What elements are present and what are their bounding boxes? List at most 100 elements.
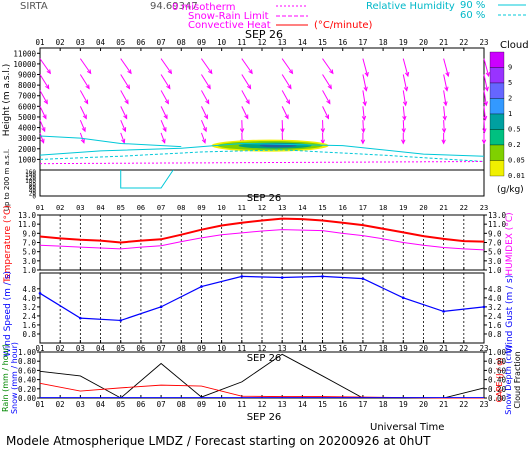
wind-arrow-head [404,71,410,78]
rain-ytick-label-right: 0.80 [488,357,507,366]
hour-label-top: 10 [217,38,227,47]
colorbar-title: Clouds [500,40,528,51]
wind-arrow [483,74,488,91]
date-label-temp: SEP 26 [247,193,282,204]
legend-rh: Relative Humidity [366,1,455,12]
wind-arrow-head [483,101,488,107]
rain-ytick-label-right: 0.20 [488,385,507,394]
hour-label-top: 01 [35,38,44,47]
rain-ytick-label-right: 0.40 [488,376,507,385]
rain-ytick-label: 0.60 [18,366,37,375]
rain-ytick-label-right: 1.00 [488,348,507,357]
wind-hour-label: 06 [136,344,146,353]
wind-arrow-head [164,99,169,105]
colorbar-unit: (g/kg) [497,185,524,195]
wind-ytick-label-right: 0.8 [488,330,502,339]
wind-arrow-head [482,128,487,134]
wind-arrow-head [163,114,168,120]
wind-arrow-head [285,99,291,105]
hour-label-top: 04 [96,38,106,47]
wind-ylabel: Wind Speed (m / s) [3,271,13,357]
wind-ytick-label: 3.2 [22,303,36,312]
gust-ylabel: Wind Gust (m / s) [505,275,515,353]
hour-label-top: 15 [318,38,327,47]
footer-text: Modele Atmospherique LMDZ / Forecast sta… [6,434,431,448]
wind-arrow-head [125,84,131,90]
wind-hour-label: 08 [177,344,187,353]
wind-arrow-head [246,84,252,90]
wind-series-line [39,275,485,322]
wind-arrow-head [401,128,406,134]
wind-hour-label: 07 [157,344,166,353]
wind-arrow-head [442,115,447,121]
wind-arrow-head [45,84,50,90]
wind-arrow [120,58,132,74]
rain-hour-label: 16 [338,400,348,409]
wind-arrow-head [81,127,86,133]
colorbar-tick-label: 0.05 [508,157,525,165]
wind-hour-label: 15 [318,344,327,353]
wind-arrow-head [123,114,128,120]
wind-arrow [201,58,213,74]
wind-arrow-head [364,71,369,78]
wind-arrow-head [202,127,207,133]
cloud-low-ytick-label: 140 [25,172,36,179]
wind-arrow [79,58,92,74]
wind-arrow-head [161,138,166,144]
colorbar-swatch [489,98,505,115]
wind-arrow [483,106,486,120]
wind-arrow [241,106,249,119]
wind-arrow [402,90,407,106]
wind-hour-label: 01 [35,344,44,353]
wind-arrow-head [362,101,367,107]
universal-time-label: Universal Time [370,422,444,433]
wind-hour-label: 21 [439,344,448,353]
cloud-ytick-label: 6000 [18,102,37,111]
wind-arrow [39,74,50,89]
hour-label-top: 07 [157,38,166,47]
wind-arrow [200,119,207,132]
temp-ytick-label-right: 1.0 [488,266,502,275]
wind-hour-label: 16 [338,344,348,353]
wind-arrow-head [326,99,331,105]
station-name: SIRTA [20,1,48,12]
rain-ytick-label: 0.00 [18,394,37,403]
temp-hour-label: 08 [177,204,185,212]
rain-hour-label: 23 [479,400,488,409]
wind-arrow-head [208,69,213,75]
legend-isotherm: 0 misotherm [172,2,235,13]
wind-arrow [200,132,206,143]
temp-hour-label: 17 [359,204,367,212]
wind-hour-label: 02 [56,344,65,353]
legend-rh-90: 90 % [460,0,485,11]
wind-series-point [280,276,284,279]
wind-hour-label: 11 [237,344,246,353]
temp-ytick-label: 5.0 [22,248,36,257]
temp-ytick-label: 1.0 [22,266,36,275]
temp-ytick-label-right: 3.0 [488,257,502,266]
rain-hour-label: 18 [379,400,389,409]
wind-arrow [79,119,86,132]
wind-arrow [241,58,253,74]
wind-hour-label: 13 [278,344,287,353]
wind-series-point [200,285,203,288]
cloud-low-ytick-label: 100 [25,178,36,185]
wind-arrow [281,90,290,104]
wind-arrow-head [284,114,289,120]
temp-hour-label: 07 [157,204,165,212]
colorbar-swatch [489,113,505,130]
wind-arrow [120,106,128,119]
temp-hour-label: 19 [399,204,407,212]
temp-hour-label: 10 [217,204,225,212]
rain-hour-label: 21 [439,400,448,409]
wind-arrow-head [360,139,366,145]
rain-ytick-label: 0.40 [18,376,37,385]
wind-arrow [39,58,51,74]
wind-arrow [443,90,447,106]
wind-arrow [39,90,48,104]
rain-hour-label: 07 [157,400,166,409]
wind-arrow-head [320,128,326,134]
cloud-ytick-label: 4000 [18,124,37,133]
wind-arrow-head [162,127,167,133]
